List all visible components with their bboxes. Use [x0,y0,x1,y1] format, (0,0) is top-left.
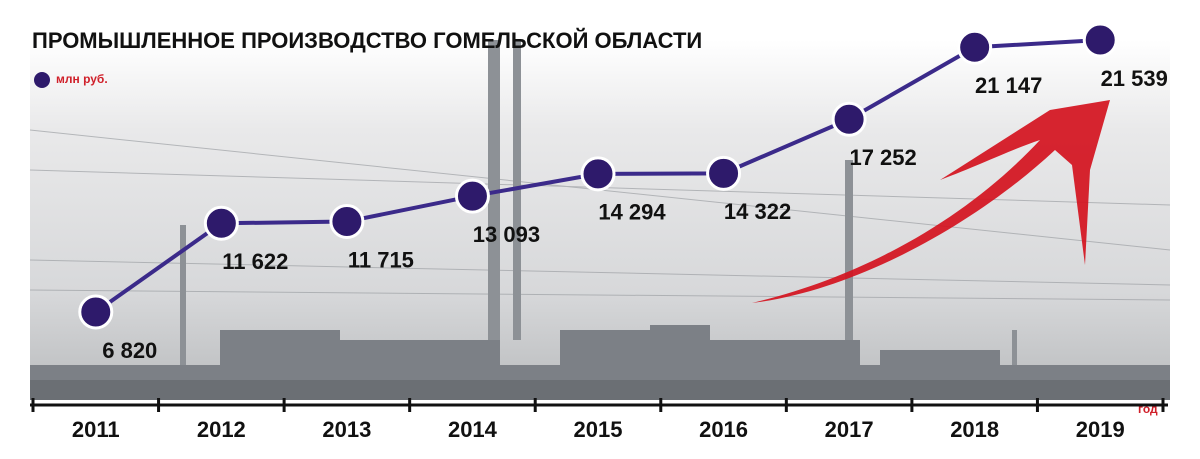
x-tick-label: 2016 [699,417,748,442]
value-label: 13 093 [473,222,540,247]
x-tick-label: 2017 [825,417,874,442]
x-tick-label: 2014 [448,417,498,442]
value-label: 17 252 [849,145,916,170]
x-tick-label: 2011 [72,417,120,442]
legend-marker [34,72,50,88]
data-point [329,204,365,240]
background-photo [29,40,1171,400]
value-label: 6 820 [102,338,157,363]
data-point [831,101,867,137]
data-point [706,155,742,191]
value-label: 11 715 [348,247,414,272]
value-label: 11 622 [222,249,288,274]
data-point [957,29,993,65]
value-label: 14 294 [598,200,666,225]
value-label: 14 322 [724,199,791,224]
data-point [580,156,616,192]
data-point [78,294,114,330]
red-arrow [752,100,1110,303]
x-axis-label: год [1138,402,1158,416]
x-tick-label: 2019 [1076,417,1125,442]
data-point [454,178,490,214]
chart-title: ПРОМЫШЛЕННОЕ ПРОИЗВОДСТВО ГОМЕЛЬСКОЙ ОБЛ… [32,28,702,53]
x-tick-label: 2013 [322,417,371,442]
x-tick-label: 2018 [950,417,999,442]
value-label: 21 147 [975,73,1042,98]
data-point [203,205,239,241]
data-point [1082,22,1118,58]
x-tick-label: 2012 [197,417,246,442]
value-label: 21 539 [1101,66,1168,91]
x-tick-label: 2015 [574,417,623,442]
legend-label: млн руб. [56,72,108,86]
